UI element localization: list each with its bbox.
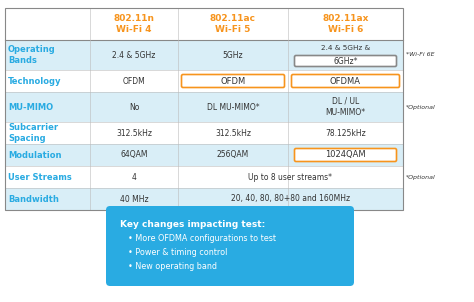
FancyBboxPatch shape (90, 70, 178, 92)
Text: Modulation: Modulation (8, 150, 62, 159)
FancyBboxPatch shape (5, 8, 90, 40)
Text: Technology: Technology (8, 76, 62, 85)
Text: Up to 8 user streams*: Up to 8 user streams* (248, 172, 332, 182)
Text: OFDM: OFDM (123, 76, 146, 85)
Text: No: No (129, 102, 139, 111)
FancyBboxPatch shape (90, 166, 178, 188)
Text: Operating
Bands: Operating Bands (8, 45, 56, 65)
FancyBboxPatch shape (288, 188, 403, 210)
Text: 312.5kHz: 312.5kHz (116, 128, 152, 137)
Text: • Power & timing control: • Power & timing control (128, 248, 228, 257)
FancyBboxPatch shape (5, 40, 90, 70)
Text: DL / UL
MU-MIMO*: DL / UL MU-MIMO* (326, 97, 365, 117)
FancyBboxPatch shape (90, 144, 178, 166)
FancyBboxPatch shape (178, 70, 288, 92)
FancyBboxPatch shape (90, 188, 178, 210)
Text: *Wi-Fi 6E: *Wi-Fi 6E (406, 53, 435, 57)
Text: DL MU-MIMO*: DL MU-MIMO* (207, 102, 259, 111)
Text: 312.5kHz: 312.5kHz (215, 128, 251, 137)
FancyBboxPatch shape (294, 56, 396, 66)
FancyBboxPatch shape (5, 92, 90, 122)
Text: 1024QAM: 1024QAM (325, 150, 366, 159)
Text: *Optional: *Optional (406, 104, 436, 110)
Text: User Streams: User Streams (8, 172, 72, 182)
Text: 802.11ac
Wi-Fi 5: 802.11ac Wi-Fi 5 (210, 14, 256, 34)
FancyBboxPatch shape (5, 122, 90, 144)
FancyBboxPatch shape (178, 144, 288, 166)
FancyBboxPatch shape (178, 166, 288, 188)
Text: • More OFDMA configurations to test: • More OFDMA configurations to test (128, 234, 276, 243)
FancyBboxPatch shape (5, 166, 90, 188)
FancyBboxPatch shape (178, 122, 288, 144)
Text: 256QAM: 256QAM (217, 150, 249, 159)
Text: Key changes impacting test:: Key changes impacting test: (120, 220, 265, 229)
FancyBboxPatch shape (5, 70, 90, 92)
Text: 64QAM: 64QAM (120, 150, 148, 159)
Text: OFDM: OFDM (220, 76, 246, 85)
Text: 802.11ax
Wi-Fi 6: 802.11ax Wi-Fi 6 (322, 14, 369, 34)
Text: 5GHz: 5GHz (223, 50, 243, 59)
FancyBboxPatch shape (5, 188, 90, 210)
FancyBboxPatch shape (178, 92, 288, 122)
Text: *Optional: *Optional (406, 175, 436, 179)
FancyBboxPatch shape (106, 206, 354, 286)
FancyBboxPatch shape (90, 92, 178, 122)
Text: 78.125kHz: 78.125kHz (325, 128, 366, 137)
Text: MU-MIMO: MU-MIMO (8, 102, 53, 111)
FancyBboxPatch shape (5, 144, 90, 166)
Text: 2.4 & 5GHz &: 2.4 & 5GHz & (321, 45, 370, 51)
FancyBboxPatch shape (178, 8, 288, 40)
FancyBboxPatch shape (178, 188, 288, 210)
FancyBboxPatch shape (288, 8, 403, 40)
FancyBboxPatch shape (288, 40, 403, 70)
Text: 20, 40, 80, 80+80 and 160MHz: 20, 40, 80, 80+80 and 160MHz (231, 194, 350, 204)
FancyBboxPatch shape (178, 40, 288, 70)
Text: 6GHz*: 6GHz* (333, 56, 358, 66)
FancyBboxPatch shape (90, 40, 178, 70)
FancyBboxPatch shape (294, 149, 396, 162)
FancyBboxPatch shape (288, 92, 403, 122)
FancyBboxPatch shape (182, 75, 284, 88)
Text: • New operating band: • New operating band (128, 262, 217, 271)
Text: 2.4 & 5GHz: 2.4 & 5GHz (112, 50, 155, 59)
Bar (5, 8, 403, 210)
Text: 4: 4 (132, 172, 137, 182)
FancyBboxPatch shape (292, 75, 400, 88)
FancyBboxPatch shape (288, 166, 403, 188)
FancyBboxPatch shape (288, 144, 403, 166)
Text: 40 MHz: 40 MHz (120, 194, 148, 204)
Text: Bandwidth: Bandwidth (8, 194, 59, 204)
Text: Subcarrier
Spacing: Subcarrier Spacing (8, 123, 58, 143)
Text: OFDMA: OFDMA (330, 76, 361, 85)
Text: 802.11n
Wi-Fi 4: 802.11n Wi-Fi 4 (113, 14, 155, 34)
FancyBboxPatch shape (288, 70, 403, 92)
FancyBboxPatch shape (288, 122, 403, 144)
FancyBboxPatch shape (90, 122, 178, 144)
FancyBboxPatch shape (90, 8, 178, 40)
